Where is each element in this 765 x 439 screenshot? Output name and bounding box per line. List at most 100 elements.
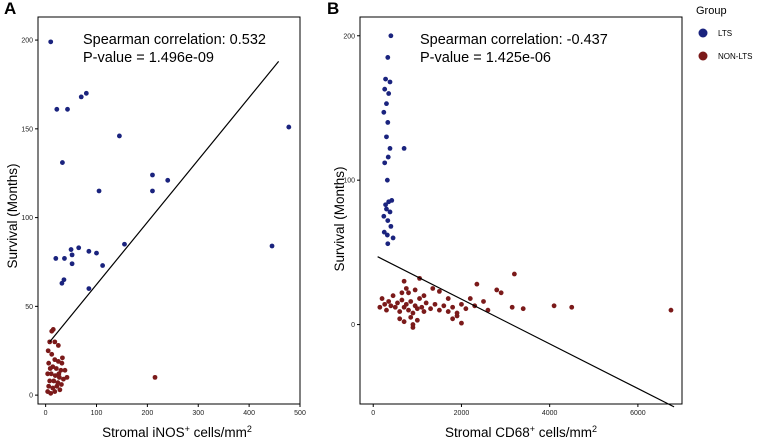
panel-a-non-lts-point: [60, 355, 65, 361]
panel-a-y-axis-title: Survival (Months): [5, 163, 20, 268]
panel-b-plot-frame: [359, 16, 683, 405]
panel-b-non-lts-point: [511, 271, 517, 277]
panel-b-non-lts-point: [401, 278, 407, 284]
panel-a-x-tick-label: 0: [44, 410, 48, 417]
panel-a-non-lts-point: [58, 367, 64, 373]
panel-b-non-lts-point: [445, 296, 451, 301]
panel-a-y-tick-label: 0: [29, 393, 33, 400]
panel-a-y-tick-label: 100: [21, 215, 33, 222]
panel-b-lts-point: [388, 223, 394, 229]
panel-a-pvalue-text: P-value = 1.496e-09: [83, 50, 214, 66]
panel-b-lts-point: [387, 146, 393, 151]
panel-b-lts-point: [385, 218, 391, 224]
panel-b-non-lts-point: [397, 309, 403, 314]
panel-b-non-lts-point: [421, 309, 427, 314]
panel-b-lts-point: [382, 160, 388, 166]
panel-b-non-lts-point: [379, 296, 385, 301]
panel-b-non-lts-point: [408, 299, 414, 304]
panel-b-lts-point: [384, 134, 389, 140]
panel-b-x-tick-label: 4000: [542, 410, 558, 417]
panel-b-x-tick-label: 0: [371, 410, 375, 417]
panel-a-lts-point: [54, 106, 60, 112]
panel-a-x-axis-title: Stromal iNOS+ cells/mm2: [102, 424, 252, 439]
panel-b-non-lts-point: [454, 313, 460, 319]
panel-b-lts-point: [389, 197, 395, 203]
panel-b-non-lts-point: [441, 303, 447, 309]
panel-b-non-lts-point: [403, 286, 409, 291]
panel-a-x-tick-label: 100: [91, 410, 103, 417]
panel-a-non-lts-point: [45, 348, 51, 354]
panel-b-non-lts-point: [494, 287, 500, 293]
panel-b-non-lts-point: [450, 316, 456, 322]
panel-b-non-lts-point: [399, 297, 405, 303]
panel-a-y-tick-label: 200: [21, 38, 33, 45]
panel-a-non-lts-point: [50, 327, 56, 332]
panel-a-non-lts-point: [46, 360, 52, 366]
panel-a-non-lts-point: [55, 343, 61, 348]
panel-b-non-lts-point: [384, 307, 389, 313]
panel-b-non-lts-point: [423, 300, 429, 306]
panel-b-non-lts-point: [414, 306, 420, 312]
panel-a-non-lts-point: [52, 389, 58, 394]
panel-b-y-tick-label: 0: [351, 322, 355, 329]
panel-b-non-lts-point: [432, 301, 438, 307]
panel-b-non-lts-point: [436, 288, 442, 294]
panel-b-lts-point: [383, 202, 388, 208]
panel-a-non-lts-point: [47, 366, 53, 371]
panel-b-lts-point: [383, 76, 388, 82]
panel-b-lts-point: [384, 232, 390, 238]
panel-a-lts-point: [100, 263, 106, 268]
panel-b-non-lts-point: [399, 290, 405, 296]
panel-b-lts-point: [387, 79, 393, 85]
panel-b-non-lts-point: [392, 304, 398, 310]
panel-b-lts-point: [382, 86, 388, 92]
panel-b-y-axis-title: Survival (Months): [332, 166, 347, 271]
panel-b-lts-point: [387, 209, 393, 215]
panel-b-lts-point: [381, 109, 387, 115]
panel-b-non-lts-point: [430, 286, 436, 291]
panel-a-non-lts-point: [46, 383, 52, 389]
panel-a-non-lts-point: [56, 374, 62, 380]
panel-a-lts-point: [60, 160, 65, 165]
panel-a-non-lts-point: [55, 358, 61, 364]
panel-b-non-lts-point: [419, 304, 425, 310]
panel-a-non-lts-point: [48, 390, 54, 396]
panel-b-lts-point: [385, 154, 391, 160]
panel-b-x-tick-label: 6000: [630, 410, 646, 417]
panel-b-pvalue-text: P-value = 1.425e-06: [420, 50, 551, 66]
panel-a-lts-point: [69, 261, 75, 267]
panel-b-non-lts-point: [481, 299, 486, 304]
panel-b-lts-point: [386, 91, 392, 96]
panel-a-lts-point: [78, 94, 84, 100]
panel-b-non-lts-point: [395, 300, 400, 306]
panel-b-non-lts-point: [474, 281, 480, 287]
panel-b-non-lts-point: [414, 317, 420, 323]
panel-b-non-lts-point: [401, 319, 407, 325]
panel-a-lts-point: [76, 245, 82, 251]
panel-a-non-lts-point: [51, 378, 57, 384]
panel-b-non-lts-point: [417, 296, 422, 301]
panel-a-non-lts-point: [59, 360, 65, 366]
panel-b-lts-point: [384, 101, 389, 107]
panel-a-lts-point: [286, 124, 292, 130]
panel-a-non-lts-point: [59, 382, 64, 387]
panel-b-y-tick-label: 100: [343, 178, 355, 185]
panel-a-lts-point: [96, 188, 102, 194]
panel-a-non-lts-point: [54, 383, 60, 389]
panel-a-lts-point: [53, 256, 59, 261]
panel-b-non-lts-point: [412, 287, 418, 293]
panel-b-non-lts-point: [450, 304, 456, 310]
panel-a-non-lts-point: [56, 371, 62, 377]
panel-a-non-lts-point: [45, 371, 51, 377]
panel-b-lts-point: [390, 235, 396, 241]
panel-b-non-lts-point: [406, 307, 411, 313]
panel-b-non-lts-point: [509, 304, 515, 310]
panel-a-non-lts-point: [57, 387, 63, 393]
panel-a-non-lts-point: [52, 357, 58, 363]
panel-b-axes: 0 2000 4000 6000 0 100 200: [343, 16, 683, 417]
panel-b-non-lts-point: [551, 303, 557, 309]
panel-b-non-lts-point: [459, 301, 464, 307]
panel-a-x-tick-label: 500: [294, 410, 306, 417]
panel-a-lts-point: [83, 90, 89, 96]
panel-a-y-tick-label: 50: [25, 304, 33, 311]
